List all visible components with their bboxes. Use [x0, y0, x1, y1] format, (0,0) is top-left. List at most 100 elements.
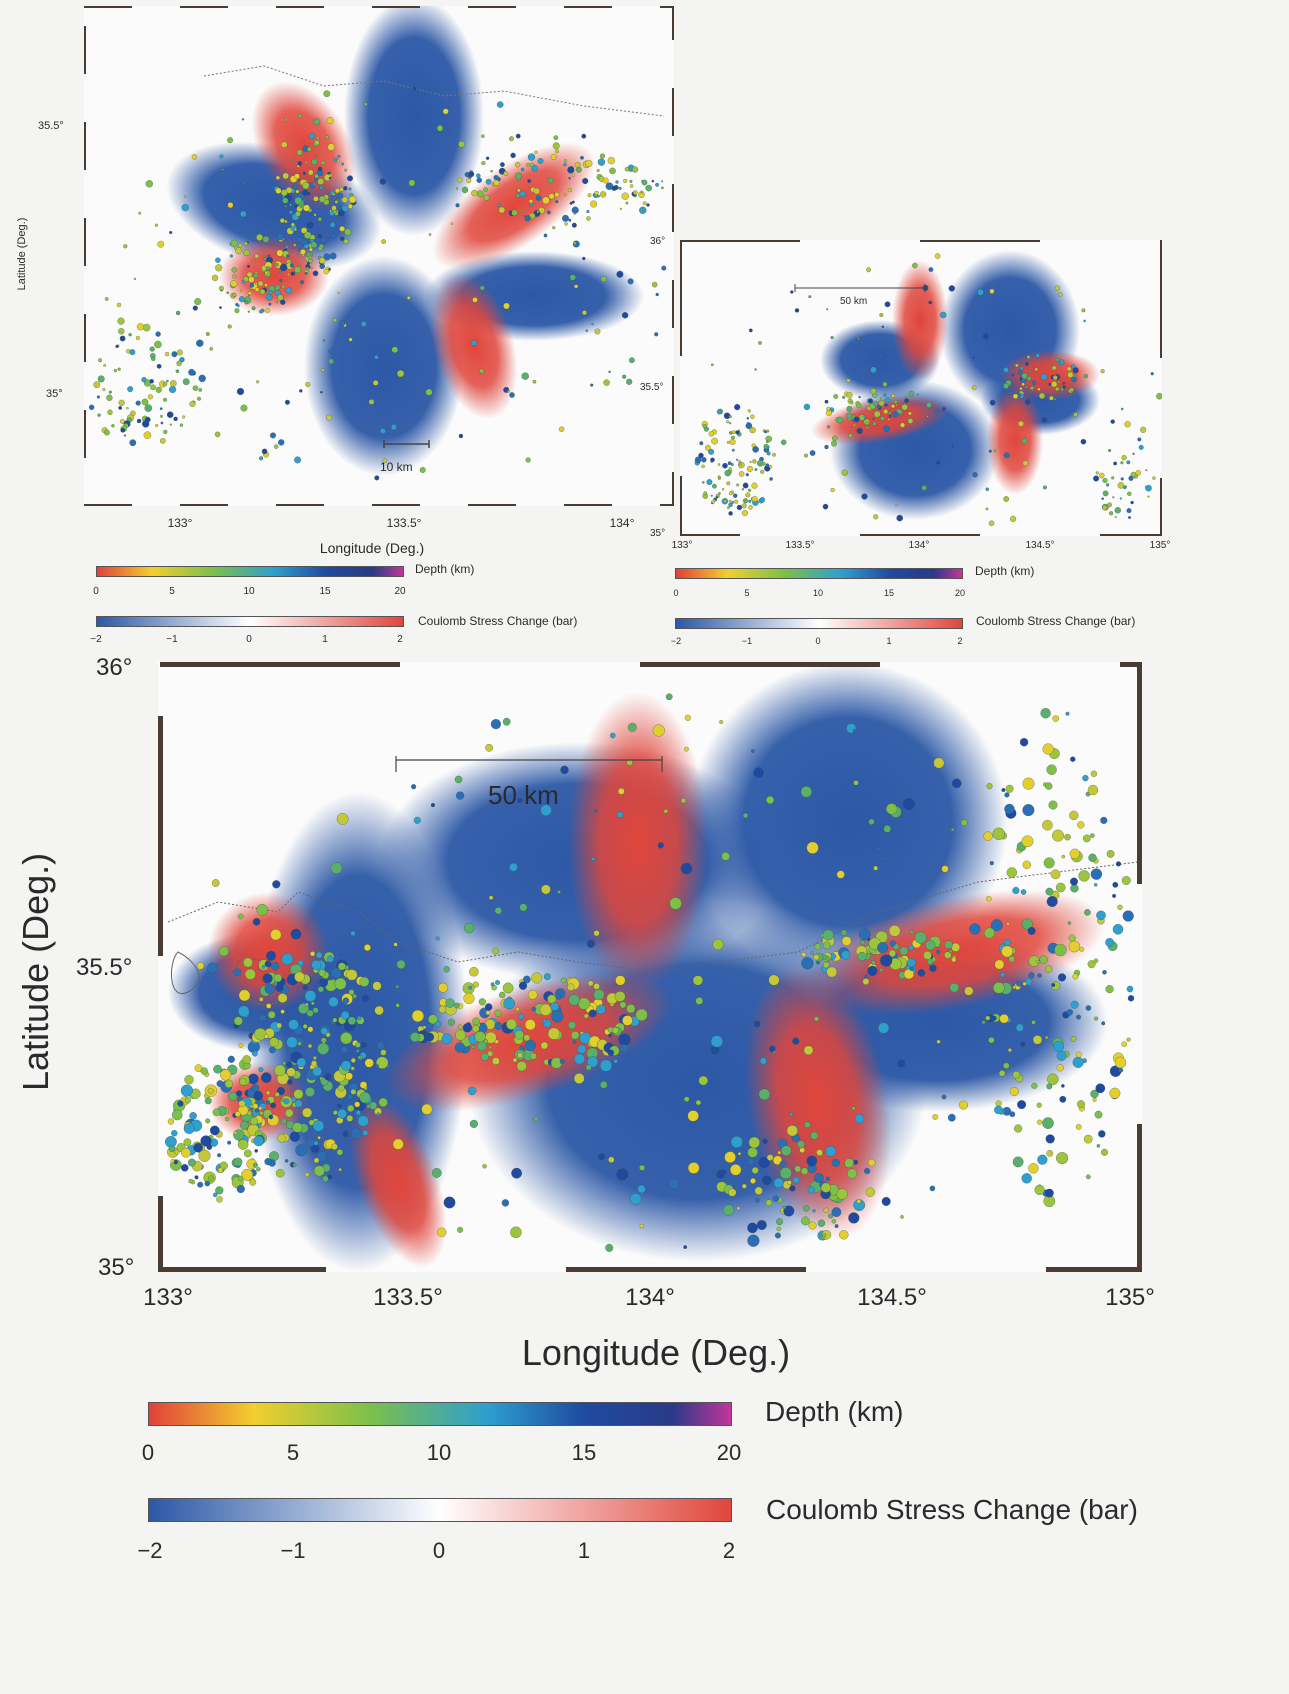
epicenter-dot: [831, 440, 837, 447]
epicenter-dot: [1012, 1156, 1024, 1168]
epicenter-dot: [376, 1112, 381, 1116]
epicenter-dot: [457, 1226, 464, 1233]
epicenter-dot: [734, 404, 741, 411]
epicenter-dot: [1114, 507, 1121, 514]
epicenter-dot: [860, 940, 866, 946]
epicenter-dot: [515, 162, 521, 168]
epicenter-dot: [1049, 395, 1054, 401]
epicenter-dot: [706, 479, 713, 486]
epicenter-dot: [760, 469, 765, 474]
epicenter-dot: [834, 1224, 839, 1229]
epicenter-dot: [857, 337, 860, 340]
epicenter-dot: [645, 184, 652, 192]
epicenter-dot: [163, 429, 168, 434]
epicenter-dot: [826, 966, 838, 978]
epicenter-dot: [583, 1013, 589, 1019]
epicenter-dot: [868, 1158, 876, 1167]
epicenter-dot: [806, 1155, 818, 1167]
epicenter-dot: [1031, 380, 1037, 386]
epicenter-dot: [1126, 1037, 1131, 1042]
epicenter-dot: [570, 1031, 580, 1040]
epicenter-dot: [307, 146, 312, 152]
epicenter-dot: [1112, 881, 1119, 888]
epicenter-dot: [621, 312, 629, 319]
epicenter-dot: [280, 1118, 287, 1125]
epicenter-dot: [150, 384, 156, 391]
epicenter-dot: [907, 418, 914, 424]
epicenter-dot: [986, 783, 993, 790]
epicenter-dot: [1068, 934, 1076, 942]
epicenter-dot: [1075, 1051, 1082, 1058]
epicenter-dot: [717, 463, 721, 466]
epicenter-dot: [1067, 371, 1074, 378]
epicenter-dot: [493, 179, 500, 186]
epicenter-dot: [264, 283, 268, 287]
epicenter-dot: [282, 197, 289, 204]
epicenter-dot: [347, 1016, 357, 1025]
epicenter-dot: [232, 293, 237, 297]
epicenter-dot: [736, 1206, 741, 1211]
epicenter-dot: [216, 1080, 224, 1087]
epicenter-dot: [368, 399, 375, 405]
epicenter-dot: [547, 1027, 560, 1040]
epicenter-dot: [478, 998, 486, 1006]
epicenter-dot: [234, 308, 240, 314]
coulomb-tick: −1: [741, 636, 753, 646]
epicenter-dot: [224, 1079, 234, 1088]
epicenter-dot: [265, 1100, 271, 1105]
epicenter-dot: [160, 414, 163, 418]
epicenter-dot: [687, 1110, 699, 1122]
epicenter-dot: [118, 406, 123, 410]
epicenter-dot: [1034, 1184, 1045, 1195]
epicenter-dot: [321, 237, 327, 243]
epicenter-dot: [524, 1039, 536, 1052]
epicenter-dot: [102, 387, 106, 392]
epicenter-dot: [268, 1114, 274, 1120]
epicenter-dot: [499, 991, 506, 999]
epicenter-dot: [762, 1175, 772, 1186]
epicenter-dot: [729, 431, 733, 435]
epicenter-dot: [322, 1175, 329, 1182]
epicenter-dot: [286, 1061, 293, 1068]
epicenter-dot: [747, 1147, 758, 1158]
x-axis-label: Longitude (Deg.): [521, 1332, 791, 1373]
epicenter-dot: [334, 200, 339, 204]
epicenter-dot: [867, 398, 874, 404]
epicenter-dot: [296, 164, 300, 168]
epicenter-dot: [756, 1220, 767, 1230]
epicenter-dot: [331, 205, 337, 211]
epicenter-dot: [598, 1153, 606, 1160]
epicenter-dot: [287, 273, 290, 276]
epicenter-dot: [293, 243, 297, 247]
epicenter-dot: [543, 233, 548, 238]
epicenter-dot: [1115, 861, 1122, 867]
epicenter-dot: [1127, 491, 1132, 496]
lon-tick: 133°: [671, 540, 693, 551]
epicenter-dot: [307, 1026, 314, 1033]
epicenter-dot: [789, 1185, 796, 1192]
epicenter-dot: [999, 972, 1006, 978]
epicenter-dot: [360, 1041, 367, 1048]
epicenter-dot: [359, 1091, 371, 1104]
epicenter-dot: [169, 423, 172, 426]
epicenter-dot: [317, 178, 325, 185]
epicenter-dot: [533, 187, 540, 195]
epicenter-dot: [133, 277, 137, 281]
epicenter-dot: [814, 1016, 819, 1022]
epicenter-dot: [925, 940, 936, 951]
epicenter-dot: [173, 1159, 178, 1165]
epicenter-dot: [1021, 382, 1025, 386]
epicenter-dot: [825, 1145, 837, 1157]
epicenter-dot: [1105, 985, 1114, 994]
epicenter-dot: [853, 416, 860, 423]
epicenters: [88, 86, 667, 481]
epicenter-dot: [571, 222, 577, 228]
epicenter-dot: [1128, 516, 1131, 519]
epicenter-dot: [852, 419, 855, 422]
epicenter-dot: [708, 431, 715, 437]
depth-tick: 10: [243, 586, 255, 597]
epicenter-dot: [823, 1207, 829, 1213]
epicenter-dot: [853, 780, 859, 786]
epicenter-dot: [1072, 973, 1079, 980]
epicenter-dot: [1072, 367, 1079, 374]
